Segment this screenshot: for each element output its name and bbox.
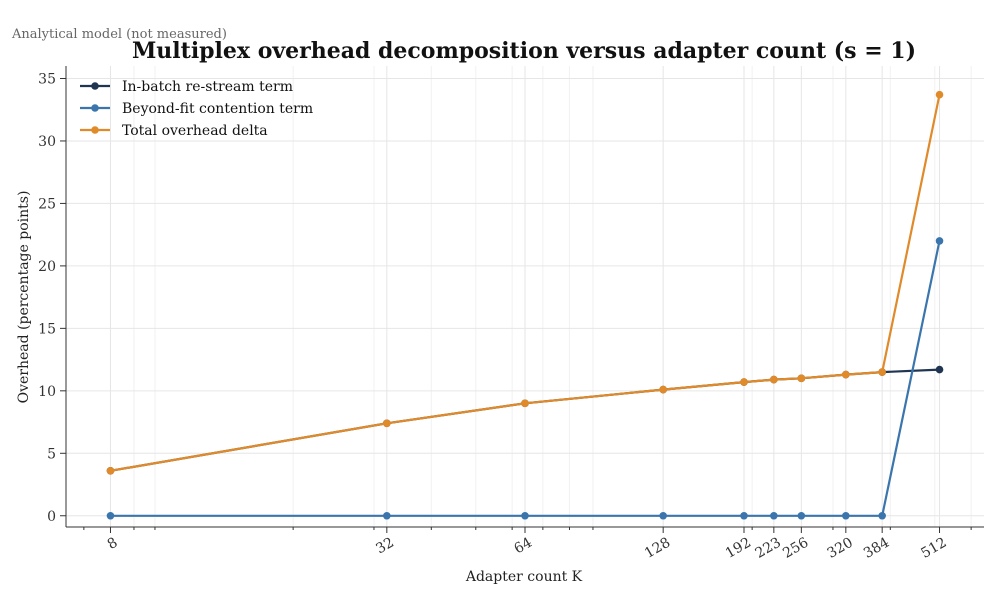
series-1-point	[878, 511, 886, 520]
x-tick-label: 192	[723, 535, 754, 562]
series-1-point	[106, 511, 115, 520]
x-tick-label: 384	[861, 535, 892, 562]
series-1-point	[383, 511, 391, 520]
legend-marker-0	[91, 82, 99, 90]
y-axis-label: Overhead (percentage points)	[16, 191, 32, 404]
legend-marker-2	[91, 126, 99, 134]
y-tick-label: 5	[47, 446, 56, 462]
series-1-point	[740, 511, 748, 520]
y-tick-label: 10	[38, 384, 56, 400]
series-1-point	[770, 511, 778, 520]
series-1-point	[521, 511, 529, 520]
legend-label-0: In-batch re-stream term	[122, 79, 293, 95]
series-2-point	[106, 466, 115, 475]
x-tick-label: 223	[753, 535, 784, 562]
series-2-point	[878, 368, 886, 376]
x-tick-label: 8	[105, 535, 121, 553]
x-axis-label: Adapter count K	[465, 569, 583, 585]
y-tick-label: 0	[47, 509, 56, 525]
x-tick-label: 320	[825, 535, 856, 562]
series-2-point	[521, 399, 529, 408]
series-lines	[106, 90, 944, 520]
model-annotation: Analytical model (not measured)	[11, 27, 227, 42]
x-tick-label: 64	[512, 535, 536, 558]
y-tick-label: 15	[38, 321, 56, 337]
y-tick-label: 30	[38, 134, 56, 150]
x-tick-label: 512	[918, 535, 949, 562]
chart-title: Multiplex overhead decomposition versus …	[132, 38, 916, 64]
y-axis-ticks: 0 5 10 15 20 25 30 35	[38, 71, 66, 525]
series-2-point	[659, 385, 667, 394]
legend-label-1: Beyond-fit contention term	[122, 101, 313, 117]
legend-label-2: Total overhead delta	[122, 123, 268, 139]
series-2-point	[797, 374, 806, 383]
series-1-point	[935, 237, 944, 245]
y-tick-label: 35	[38, 71, 56, 87]
x-tick-label: 128	[642, 535, 673, 562]
series-2-point	[740, 378, 748, 386]
grid	[66, 66, 984, 527]
legend: In-batch re-stream term Beyond-fit conten…	[80, 79, 313, 139]
series-2-point	[770, 375, 778, 384]
legend-marker-1	[91, 104, 99, 112]
series-2-point	[935, 90, 944, 99]
series-1-point	[659, 511, 667, 520]
series-2-point	[842, 370, 850, 379]
series-line-2	[110, 94, 941, 472]
y-tick-label: 25	[38, 196, 56, 212]
x-tick-label: 256	[780, 535, 811, 562]
x-tick-label: 32	[373, 535, 396, 558]
series-2-point	[383, 419, 391, 428]
series-1-point	[842, 511, 850, 520]
series-line-1	[110, 240, 941, 517]
series-1-point	[797, 511, 806, 520]
series-0-point	[935, 365, 944, 374]
y-tick-label: 20	[38, 259, 56, 275]
